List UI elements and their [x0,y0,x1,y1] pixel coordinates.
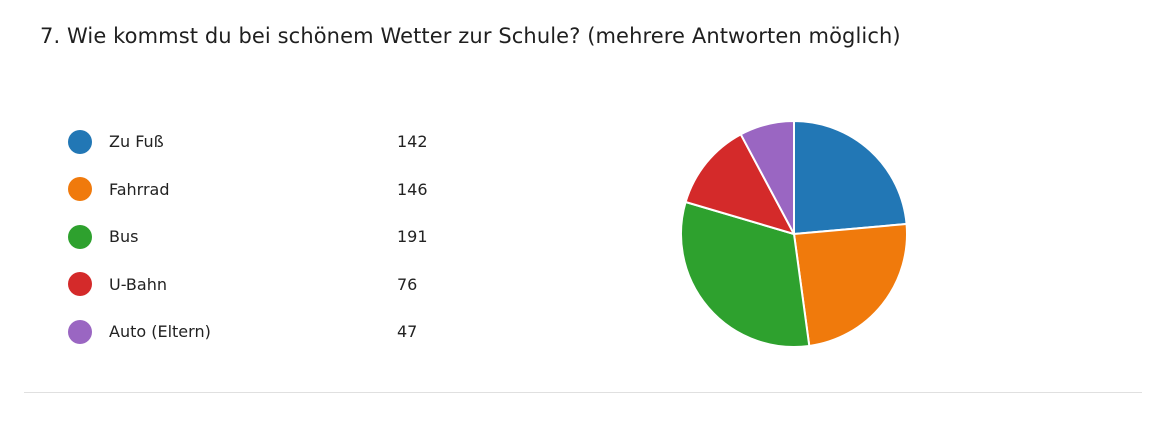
legend-item-zu-fuss: Zu Fuß 142 [68,118,448,166]
legend-color-dot [68,272,92,297]
legend-count: 47 [397,322,418,342]
pie-slice-fahrrad [793,222,908,347]
legend-item-fahrrad: Fahrrad 146 [68,166,448,214]
legend-label: Bus [109,227,139,247]
pie-chart [680,120,908,348]
legend-item-u-bahn: U-Bahn 76 [68,261,448,309]
legend-label: Fahrrad [109,179,170,199]
legend-item-auto-eltern: Auto (Eltern) 47 [68,308,448,356]
legend-label: U-Bahn [109,274,167,294]
pie-slice-zu-fuß [793,120,908,235]
legend-label: Zu Fuß [109,132,164,152]
pie-slice-bus [680,201,811,348]
pie-slice-auto-eltern [739,120,795,235]
section-divider [24,392,1142,393]
legend-label: Auto (Eltern) [109,322,211,342]
legend-count: 142 [397,132,428,152]
legend-color-dot [68,319,92,344]
question-title: 7. Wie kommst du bei schönem Wetter zur … [40,24,901,48]
legend-item-bus: Bus 191 [68,213,448,261]
legend-color-dot [68,129,92,154]
legend-count: 76 [397,274,418,294]
legend-color-dot [68,224,92,249]
pie-slice-u-bahn [684,133,795,235]
chart-legend: Zu Fuß 142 Fahrrad 146 Bus 191 U-Bahn 76… [68,118,448,356]
legend-color-dot [68,177,92,202]
legend-count: 146 [397,179,428,199]
legend-count: 191 [397,227,428,247]
